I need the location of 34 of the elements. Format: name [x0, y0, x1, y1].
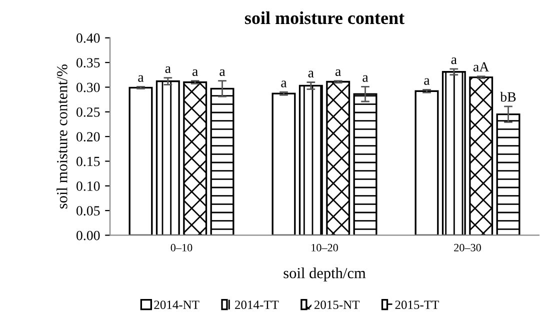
y-tick-label: 0.00	[76, 230, 100, 240]
data-label: aA	[473, 62, 490, 72]
x-axis-title: soil depth/cm	[284, 268, 366, 282]
x-tick-label: 20–30	[454, 244, 481, 252]
y-axis-title: soil moisture content/%	[56, 64, 68, 208]
bar	[128, 86, 153, 236]
bar	[414, 90, 439, 236]
data-label: a	[424, 78, 430, 85]
y-tick-label: 0.05	[76, 206, 100, 216]
x-tick-label: 0–10	[170, 244, 192, 252]
data-label: bB	[500, 92, 516, 102]
y-tick-label: 0.20	[76, 132, 100, 142]
legend-label: 2015-TT	[395, 300, 439, 310]
y-tick-label: 0.30	[76, 82, 100, 92]
bar	[272, 92, 296, 236]
y-tick-label: 0.15	[76, 156, 100, 166]
chart-title: soil moisture content	[244, 11, 404, 24]
legend-label: 2014-TT	[235, 300, 279, 310]
data-label: a	[138, 75, 144, 82]
y-tick-label: 0.25	[76, 107, 100, 117]
data-label: a	[165, 66, 171, 74]
data-label: a	[308, 70, 314, 78]
legend-label: 2014-NT	[154, 300, 200, 310]
y-tick-label: 0.35	[76, 58, 100, 68]
y-tick-label: 0.40	[76, 33, 100, 43]
y-tick-label: 0.10	[76, 181, 100, 191]
data-label: a	[192, 69, 198, 76]
legend-label: 2015-NT	[314, 300, 360, 310]
data-label: a	[451, 57, 457, 64]
data-label: a	[220, 69, 226, 76]
data-label: a	[362, 75, 368, 82]
x-tick-label: 10–20	[312, 244, 338, 252]
data-label: a	[335, 69, 341, 76]
data-label: a	[281, 80, 287, 88]
